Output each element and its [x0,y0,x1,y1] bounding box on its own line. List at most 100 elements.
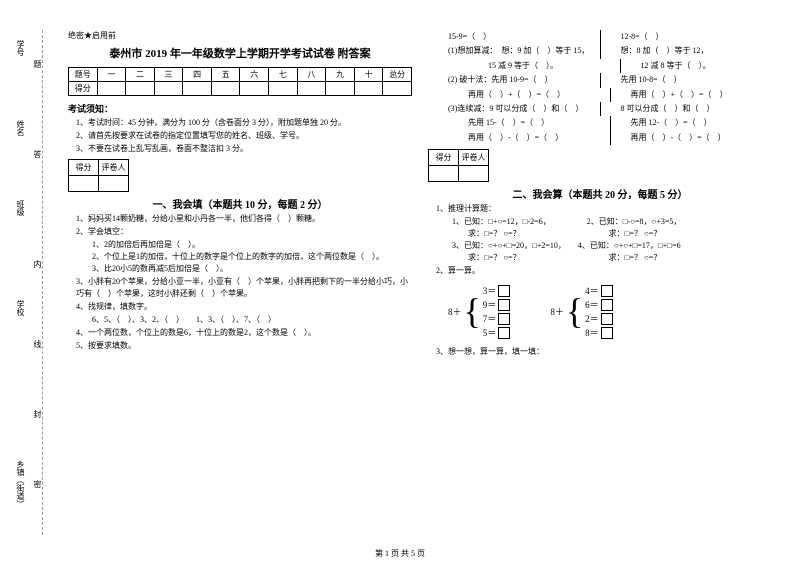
eq: 4＝ [585,284,599,297]
calc-right: 8＋ { 4＝ 6＝ 2＝ 8＝ [550,283,612,340]
eq: 15-9=（ ） [428,30,600,44]
question-sub: 6、5、（ ）、3、2、（ ） 1、3、（ ）、7、（ ） [84,314,412,326]
eq: 6＝ [585,298,599,311]
notice-item: 3、不要在试卷上乱写乱画，卷面不整洁扣 3 分。 [76,143,412,155]
question-sub: 1、2的加倍后再加倍是（ ）。 [84,239,412,251]
dash-line [42,30,43,535]
eq: 15 减 9 等于（ ）。 [428,59,620,73]
question: 1、妈妈买14颗奶糖，分给小星和小丹各一半，他们各得（ ）颗糖。 [76,213,412,225]
question: 4、一个两位数，个位上的数是6，十位上的数是2，这个数是（ ）。 [76,327,412,339]
question: 4、找规律，填数字。 [76,301,412,313]
answer-box [498,313,510,325]
eq: 先用 12-（ ）=（ ） [610,116,773,130]
eq: (1)想加算减： 想：9 加（ ）等于 15， [428,44,600,58]
notice-item: 2、请首先按要求在试卷的指定位置填写您的姓名、班级、学号。 [76,130,412,142]
eq: 8 可以分成（ ）和（ ） [600,102,773,116]
eq: 再用（ ）-（ ）=（ ） [610,131,773,145]
sidebar-label: 姓名 [15,120,26,136]
eq: (2) 破十法：先用 10-9=（ ） [428,73,600,87]
boxes: 4＝ 6＝ 2＝ 8＝ [585,283,613,340]
cell: 评卷人 [99,160,129,176]
cell: 六 [240,68,269,82]
secret-label: 绝密★启用前 [68,30,412,41]
cell: 七 [269,68,298,82]
cell: 五 [211,68,240,82]
eq: 再用（ ）-（ ）=（ ） [428,131,610,145]
answer-box [498,327,510,339]
notice-item: 1、考试时间：45 分钟，满分为 100 分（含卷面分 3 分），附加题单独 2… [76,117,412,129]
eq: 想：8 加（ ）等于 12， [600,44,773,58]
question-sub: 求：□=？ ○=？ 求：□=？ ○=？ [444,252,772,264]
answer-box [601,327,613,339]
brace-icon: { [464,301,481,323]
answer-box [601,313,613,325]
sidebar-label: 班级 [15,200,26,216]
question-sub: 1、已知：□+○=12，□-2=6， 2、已知：□-○=8，○+3=5， [444,216,772,228]
calc-left: 8＋ { 3＝ 9＝ 7＝ 5＝ [448,283,510,340]
cell: 二 [126,68,155,82]
answer-box [601,285,613,297]
eq: 再用（ ）+（ ）=（ ） [610,88,773,102]
question-sub: 3、已知：○+○+□=20，□+2=10， 4、已知：○+○+□=17，□+□=… [444,240,772,252]
answer-box [498,285,510,297]
eq: 9＝ [483,298,497,311]
question: 3、小胖有20个苹果，分给小亚一半，小亚有（ ）个苹果，小胖再把剩下的一半分给小… [76,276,412,300]
brace-icon: { [566,301,583,323]
cell: 得分 [429,150,459,166]
eq: 7＝ [483,312,497,325]
eq: (3)连续减：9 可以分成（ ）和（ ） [428,102,600,116]
section-title: 二、我会算（本题共 20 分，每题 5 分） [428,186,772,201]
calc-label: 8＋ [448,305,462,318]
eq: 3＝ [483,284,497,297]
cell: 总分 [383,68,412,82]
cell: 九 [326,68,355,82]
grade-box: 得分评卷人 [68,159,129,192]
right-column: 15-9=（ ）12-8=（ ） (1)想加算减： 想：9 加（ ）等于 15，… [420,30,780,545]
section-title: 一、我会填（本题共 10 分，每题 2 分） [68,196,412,211]
score-table: 题号 一 二 三 四 五 六 七 八 九 十 总分 得分 [68,67,412,96]
eq: 12-8=（ ） [600,30,773,44]
question-sub: 3、比20小5的数再减5后加倍是（ ）。 [84,263,412,275]
exam-title: 泰州市 2019 年一年级数学上学期开学考试试卷 附答案 [68,45,412,61]
boxes: 3＝ 9＝ 7＝ 5＝ [483,283,511,340]
sidebar-label: 乡镇（街道） [15,460,26,508]
question: 5、按要求填数。 [76,340,412,352]
answer-box [498,299,510,311]
cell: 四 [183,68,212,82]
cell: 三 [154,68,183,82]
cell: 得分 [69,160,99,176]
eq: 先用 15-（ ）=（ ） [428,116,610,130]
cell: 评卷人 [459,150,489,166]
cell: 十 [354,68,383,82]
question: 3、想一想，算一算，填一填： [436,346,772,358]
question-sub: 求：□=？ ○=？ 求：□=？ ○=？ [444,228,772,240]
sidebar-label: 学号 [15,40,26,56]
question-sub: 2、个位上是1的加倍，十位上的数字是个位上的数字的加倍，这个两位数是（ ）。 [84,251,412,263]
table-row: 得分 [69,82,412,96]
question: 2、学会填空： [76,226,412,238]
eq: 再用（ ）+（ ）=（ ） [428,88,610,102]
calc-group: 8＋ { 3＝ 9＝ 7＝ 5＝ 8＋ { 4＝ 6＝ 2＝ 8＝ [448,283,772,340]
eq: 8＝ [585,326,599,339]
page-footer: 第 1 页 共 5 页 [0,548,800,559]
eq: 2＝ [585,312,599,325]
page: 学号 姓名 班级 学校 乡镇（街道） 题 答 内 线 封 密 绝密★启用前 泰州… [0,0,800,565]
cell: 一 [97,68,126,82]
question: 2、算一算。 [436,265,772,277]
table-row: 题号 一 二 三 四 五 六 七 八 九 十 总分 [69,68,412,82]
eq: 12 减 8 等于（ ）。 [620,59,773,73]
question: 1、推理计算题： [436,203,772,215]
answer-box [601,299,613,311]
calc-label: 8＋ [550,305,564,318]
sidebar-label: 学校 [15,300,26,316]
grade-box: 得分评卷人 [428,149,489,182]
binding-sidebar: 学号 姓名 班级 学校 乡镇（街道） 题 答 内 线 封 密 [0,0,50,565]
left-column: 绝密★启用前 泰州市 2019 年一年级数学上学期开学考试试卷 附答案 题号 一… [60,30,420,545]
cell: 得分 [69,82,98,96]
notice-heading: 考试须知： [68,102,412,115]
eq: 先用 10-8=（ ） [600,73,773,87]
method-table: 15-9=（ ）12-8=（ ） (1)想加算减： 想：9 加（ ）等于 15，… [428,30,772,145]
cell: 题号 [69,68,98,82]
cell: 八 [297,68,326,82]
eq: 5＝ [483,326,497,339]
